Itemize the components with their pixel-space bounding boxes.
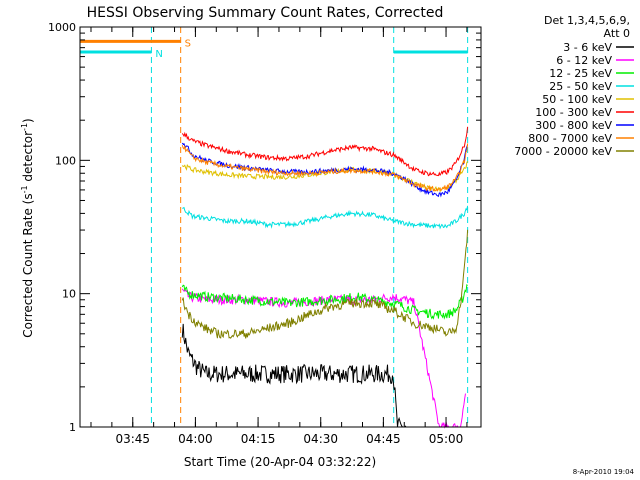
legend-header-1: Det 1,3,4,5,6,9,: [544, 14, 630, 27]
data-layer: NS: [80, 27, 469, 429]
series-line-4: [181, 160, 469, 193]
y-axis-label-main: Corrected Count Rate (s: [21, 193, 35, 337]
x-axis-label: Start Time (20-Apr-04 03:32:22): [184, 455, 376, 469]
legend-label-1: 6 - 12 keV: [556, 54, 612, 67]
legend-label-2: 12 - 25 keV: [549, 67, 612, 80]
axes-layer: 1 10 100 1000 03:45 04:00 04:15 04:30 04:45 05:00: [48, 21, 481, 446]
series-line-1: [181, 288, 466, 429]
y-tick-label-1: 10: [62, 288, 76, 301]
y-axis-label-mid: detector: [21, 131, 35, 186]
legend-label-8: 7000 - 20000 keV: [514, 145, 612, 158]
legend-header-2: Att 0: [604, 27, 630, 40]
series-line-0: [181, 323, 407, 428]
annotation-s: S: [185, 38, 191, 49]
legend-label-5: 100 - 300 keV: [535, 106, 612, 119]
series-line-3: [182, 205, 469, 230]
legend-label-4: 50 - 100 keV: [542, 93, 612, 106]
plot-frame: [79, 26, 482, 428]
y-axis-unit-1: -1: [20, 185, 29, 193]
legend-label-0: 3 - 6 keV: [563, 41, 612, 54]
legend-label-7: 800 - 7000 keV: [528, 132, 612, 145]
series-line-6: [181, 142, 469, 198]
chart-title: HESSI Observing Summary Count Rates, Cor…: [87, 5, 444, 21]
y-axis-unit-2: -1: [20, 123, 29, 131]
y-tick-label-2: 100: [55, 154, 76, 167]
x-tick-label-3: 04:30: [303, 432, 338, 446]
x-tick-label-1: 04:00: [178, 432, 213, 446]
series-line-2: [181, 283, 468, 320]
x-tick-label-0: 03:45: [115, 432, 150, 446]
x-tick-label-5: 05:00: [429, 432, 464, 446]
y-axis-label: Corrected Count Rate (s-1 detector-1): [20, 118, 35, 337]
annotation-n: N: [155, 49, 162, 60]
series-line-8: [181, 229, 469, 339]
series-line-7: [181, 143, 469, 192]
legend-label-3: 25 - 50 keV: [549, 80, 612, 93]
x-tick-label-4: 04:45: [366, 432, 401, 446]
series-line-5: [181, 126, 469, 177]
y-axis-label-end: ): [21, 118, 35, 123]
footer-timestamp: 8-Apr-2010 19:04: [573, 468, 635, 476]
y-tick-label-3: 1000: [48, 21, 76, 34]
x-tick-label-2: 04:15: [241, 432, 276, 446]
y-tick-label-0: 1: [69, 421, 76, 434]
legend-label-6: 300 - 800 keV: [535, 119, 612, 132]
